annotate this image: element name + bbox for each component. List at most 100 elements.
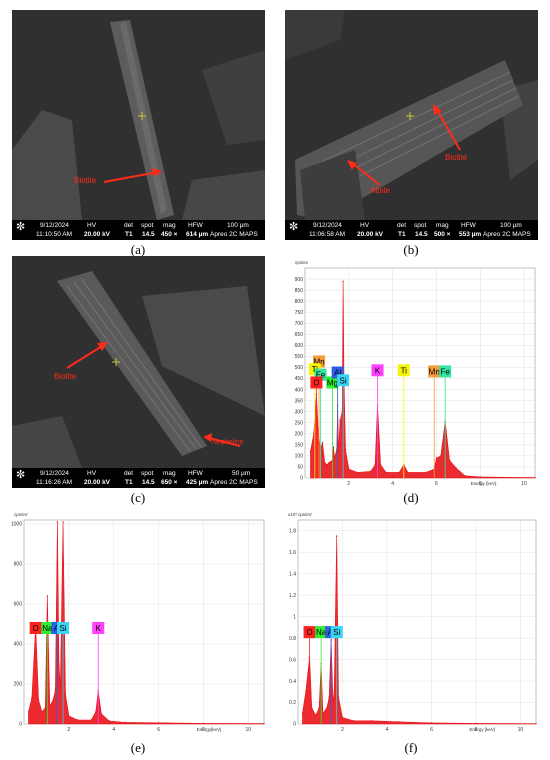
y-tick-label: 0	[293, 722, 296, 728]
y-tick-label: 850	[295, 288, 304, 294]
spectrum-point	[27, 711, 30, 713]
spectrum-point	[318, 707, 320, 709]
spectrum-point	[313, 433, 315, 435]
microscope-icon: ✼	[289, 221, 299, 233]
y-axis-label: cps/ev	[295, 260, 309, 265]
spectrum-point	[95, 711, 97, 713]
peak-label: Si	[340, 376, 347, 385]
spectrum-point	[301, 712, 304, 714]
peak-label-box	[371, 364, 384, 377]
peak-label-box	[315, 626, 328, 639]
y-tick-label: 100	[295, 454, 304, 460]
spectrum-point	[46, 595, 49, 597]
scale-bar: 100 µm	[227, 222, 249, 229]
caption-d: (d)	[403, 490, 419, 505]
spectrum-point	[263, 722, 265, 725]
peak-label: K	[96, 624, 102, 633]
caption-a: (a)	[130, 242, 146, 257]
scale-bar: 50 µm	[232, 470, 251, 477]
spectrum-point	[59, 687, 62, 689]
y-tick-label: 350	[295, 398, 304, 404]
y-tick-label: 400	[295, 387, 304, 393]
spectrum-point	[370, 720, 373, 722]
spectrum-point	[328, 696, 330, 698]
peak-label-box	[428, 365, 441, 378]
spectrum-point	[324, 461, 326, 464]
peak-label: Ti	[401, 366, 408, 375]
peak-label: Fe	[316, 371, 326, 380]
peak-label: Mn	[429, 367, 440, 376]
peak-label-box	[439, 365, 452, 378]
y-tick-label: 50	[297, 465, 303, 471]
y-tick-label: 400	[14, 642, 23, 648]
peak-label: Mg	[327, 378, 338, 387]
spectrum-point	[407, 471, 409, 474]
spectrum-point	[49, 705, 51, 707]
peak-label: Mn	[313, 357, 324, 366]
x-tick-label: 4	[391, 481, 394, 487]
spectrum-point	[352, 720, 355, 722]
y-tick-label: 600	[14, 602, 23, 608]
spectrum-point	[458, 470, 461, 473]
peak-label-box	[29, 622, 42, 634]
sem-databar-a: ✼ 9/12/2024 11:10:50 AM HV 20.00 kV det …	[12, 220, 265, 240]
y-tick-label: 150	[295, 443, 304, 449]
sem-image-c: Biotite Nepheline ✼ 9/12/2024 11:16:26 A…	[12, 256, 265, 488]
spectrum-point	[385, 471, 387, 474]
y-tick-label: 700	[295, 321, 304, 327]
spectrum-point	[37, 699, 40, 701]
spectrum-point	[344, 448, 347, 450]
y-tick-label: 500	[295, 365, 304, 371]
peak-label: Na	[316, 628, 327, 637]
spectrum-point	[305, 691, 307, 693]
spectrum-point	[326, 464, 328, 466]
y-tick-label: 1.6	[289, 550, 296, 556]
spectrum-point	[341, 716, 344, 719]
x-axis-label: Energy[keV]	[197, 727, 222, 732]
x-tick-label: 2	[347, 481, 350, 487]
y-tick-label: 1.4	[289, 571, 296, 577]
caption-b: (b)	[403, 242, 419, 257]
spectrum-point	[108, 720, 110, 722]
peak-label-box	[303, 626, 316, 639]
peak-label: K	[375, 366, 381, 375]
spectrum-point	[424, 471, 427, 474]
spectrum-point	[435, 457, 438, 459]
y-tick-label: 0	[19, 722, 22, 728]
peak-label: O	[306, 628, 312, 637]
spectrum-point	[475, 722, 477, 725]
spectrum-point	[202, 722, 205, 725]
spectrum-point	[339, 419, 341, 422]
spectrum-point	[54, 689, 57, 691]
sem-databar-c: ✼ 9/12/2024 11:16:26 AM HV 20.00 kV det …	[12, 468, 265, 488]
caption-e: (e)	[130, 740, 146, 755]
scale-bar: 100 µm	[500, 222, 522, 229]
sem-databar-b: ✼ 9/12/2024 11:06:58 AM HV 20.00 kV det …	[285, 220, 538, 240]
label-biotite-c: Biotite	[54, 372, 77, 381]
peak-label: Si	[59, 624, 66, 633]
y-tick-label: 250	[295, 420, 304, 426]
label-biotite-a: Biotite	[74, 176, 97, 185]
eds-spectrum-d: 2 4 6 8 100501001502002503003504004505005506…	[295, 260, 536, 487]
peak-label: O	[33, 624, 39, 633]
eds-spectrum-e: 2 4 6 8 10 0 200 400 600 800 1000 cps/eV Energy[keV]…	[11, 512, 265, 733]
y-tick-label: 800	[14, 562, 23, 568]
sem-micrograph-a	[12, 20, 265, 220]
spectrum-point	[331, 691, 334, 693]
spectrum-point	[68, 715, 70, 717]
spectrum-point	[315, 714, 317, 717]
y-tick-label: 900	[295, 277, 304, 283]
spectrum-point	[317, 428, 319, 431]
label-nepheline-c: Nepheline	[212, 439, 244, 446]
x-tick-label: 8	[479, 481, 482, 487]
y-tick-label: 200	[14, 682, 23, 688]
y-tick-label: 0.6	[289, 657, 296, 663]
eds-spectrum-f: 2 4 6 8 10 0 0.2 0.4 0.6 0.8 1 1.2 1.4 1.6 1.8 x10³ cps…	[288, 512, 537, 733]
x-tick-label: 10	[521, 481, 527, 487]
y-tick-label: 1	[293, 614, 296, 620]
spectrum-point	[342, 280, 344, 282]
caption-c: (c)	[130, 490, 146, 505]
peak-label: Al	[334, 369, 341, 378]
spectrum-point	[44, 707, 47, 709]
spectrum-point	[100, 713, 103, 715]
